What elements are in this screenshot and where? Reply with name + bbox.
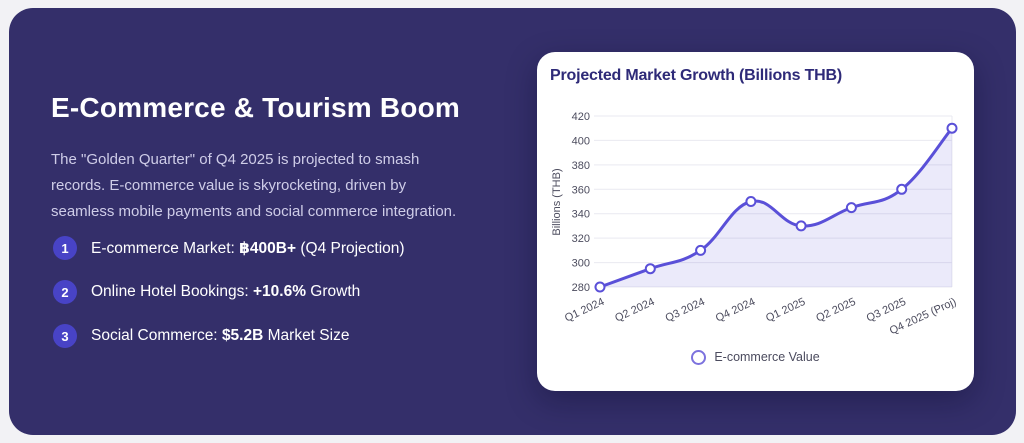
line-chart[interactable]: 280 300 320 340 360 380 400 420 Q1 2024 Q2 2024 Q3… (537, 92, 974, 352)
y-tick-label: 420 (572, 111, 590, 123)
page-title: E-Commerce & Tourism Boom (51, 92, 460, 123)
y-tick-label: 300 (572, 258, 590, 270)
chart-card: Projected Market Growth (Billions THB) 2… (537, 52, 974, 391)
x-tick-label: Q3 2024 (664, 296, 707, 325)
list-item-text: E-commerce Market: ฿400B+ (Q4 Projection… (91, 239, 405, 257)
area-fill (600, 128, 952, 287)
data-point[interactable] (745, 196, 757, 207)
list-item: 3 Social Commerce: $5.2B Market Size (53, 324, 405, 348)
main-panel: E-Commerce & Tourism Boom The "Golden Qu… (9, 8, 1016, 435)
y-tick-label: 280 (572, 282, 590, 294)
data-point[interactable] (644, 263, 656, 275)
list-item-number-badge: 3 (53, 324, 77, 348)
data-point[interactable] (845, 202, 857, 214)
data-point[interactable] (946, 122, 958, 134)
y-tick-label: 320 (572, 233, 590, 245)
legend-label: E-commerce Value (714, 350, 820, 364)
x-tick-label: Q1 2025 (764, 296, 807, 325)
chart-legend[interactable]: E-commerce Value (537, 346, 974, 368)
y-tick-label: 400 (572, 135, 590, 147)
x-tick-label: Q2 2024 (613, 296, 656, 325)
data-point[interactable] (795, 220, 807, 232)
list-item-text: Social Commerce: $5.2B Market Size (91, 327, 350, 344)
x-tick-label: Q2 2025 (814, 296, 857, 325)
stats-list: 1 E-commerce Market: ฿400B+ (Q4 Projecti… (53, 236, 405, 348)
list-item-number-badge: 2 (53, 280, 77, 304)
y-tick-label: 360 (572, 184, 590, 196)
list-item-text: Online Hotel Bookings: +10.6% Growth (91, 283, 361, 300)
intro-paragraph: The "Golden Quarter" of Q4 2025 is proje… (51, 151, 457, 220)
chart-title: Projected Market Growth (Billions THB) (550, 67, 842, 84)
list-item: 2 Online Hotel Bookings: +10.6% Growth (53, 280, 405, 304)
data-point[interactable] (594, 281, 606, 293)
y-tick-label: 340 (572, 209, 590, 221)
x-tick-label: Q4 2024 (714, 296, 757, 325)
legend-marker-icon (691, 349, 707, 365)
y-axis-title: Billions (THB) (551, 168, 563, 235)
y-tick-label: 380 (572, 160, 590, 172)
list-item: 1 E-commerce Market: ฿400B+ (Q4 Projecti… (53, 236, 405, 260)
data-point[interactable] (896, 183, 908, 195)
list-item-number-badge: 1 (53, 236, 77, 260)
data-point[interactable] (695, 244, 707, 256)
x-tick-label: Q1 2024 (563, 296, 606, 325)
